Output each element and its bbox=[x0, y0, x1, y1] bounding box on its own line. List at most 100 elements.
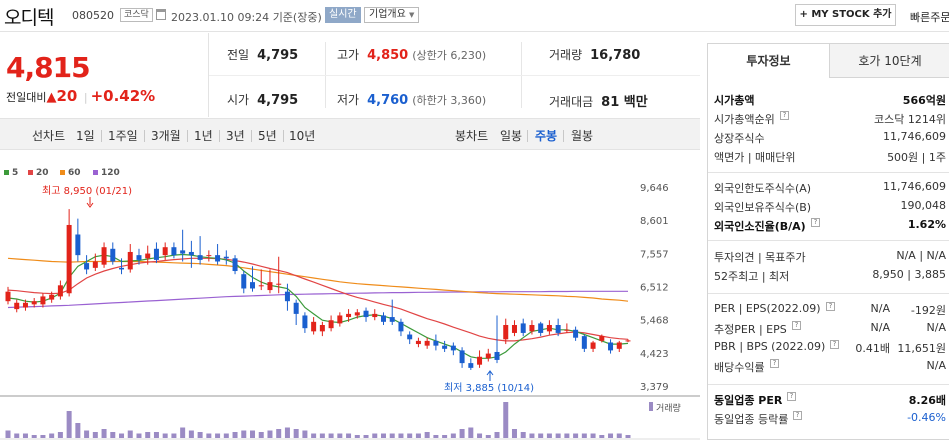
candle bbox=[599, 336, 605, 341]
info-label: 동일업종 PER bbox=[714, 394, 783, 407]
candle bbox=[101, 247, 107, 265]
candle-chart-label: 봉차트 bbox=[455, 129, 489, 143]
change-value: 20 bbox=[56, 87, 78, 105]
info-value: N/A bbox=[870, 321, 890, 334]
date-basis: 2023.01.10 09:24 기준(장중) bbox=[171, 11, 322, 24]
volume-bar bbox=[92, 432, 98, 438]
help-icon[interactable]: ? bbox=[830, 340, 839, 349]
candle bbox=[555, 325, 561, 333]
period-1d-tab[interactable]: 1일 bbox=[76, 129, 95, 143]
help-icon[interactable]: ? bbox=[770, 359, 779, 368]
price-change: 전일대비▲20 | +0.42% bbox=[6, 87, 156, 105]
volume-bar bbox=[485, 435, 491, 438]
market-badge: 코스닥 bbox=[120, 8, 153, 22]
volume-bar bbox=[503, 402, 509, 438]
weekly-candle-chart[interactable]: 9,646 8,601 7,557 6,512 5,468 4,423 3,379 최고 8… bbox=[0, 150, 700, 440]
volume-bar bbox=[31, 435, 37, 438]
candle bbox=[442, 345, 448, 349]
candle-week-tab[interactable]: 주봉 bbox=[535, 129, 558, 143]
candle bbox=[616, 342, 622, 349]
help-icon[interactable]: ? bbox=[826, 302, 835, 311]
help-icon[interactable]: ? bbox=[780, 111, 789, 120]
info-label: 투자의견 | 목표주가 bbox=[714, 251, 806, 264]
info-value: 500원 | 1주 bbox=[887, 151, 946, 164]
help-icon[interactable]: ? bbox=[811, 218, 820, 227]
candle bbox=[188, 251, 194, 256]
candle bbox=[573, 329, 579, 338]
ma60-legend: 60 bbox=[60, 168, 81, 178]
volume-bar bbox=[188, 430, 194, 438]
volume-bar bbox=[546, 433, 552, 438]
ma120-line bbox=[7, 290, 628, 309]
period-10y-tab[interactable]: 10년 bbox=[289, 129, 316, 143]
candle bbox=[380, 315, 386, 322]
volume-bar bbox=[424, 432, 430, 438]
help-icon[interactable]: ? bbox=[793, 411, 802, 420]
candle bbox=[546, 325, 552, 332]
trade-amount: 거래대금 81 백만 bbox=[549, 95, 648, 110]
volume-bar bbox=[153, 432, 159, 438]
volume-bar bbox=[468, 427, 474, 438]
volume-bar bbox=[450, 433, 456, 438]
quick-order-link[interactable]: 빠른주문 bbox=[910, 11, 949, 24]
y-tick-label: 4,423 bbox=[640, 349, 669, 360]
candle bbox=[354, 312, 360, 316]
volume-bar bbox=[599, 435, 605, 438]
volume-bar bbox=[145, 432, 151, 438]
candle bbox=[494, 351, 500, 360]
candle bbox=[136, 255, 142, 260]
candle bbox=[119, 267, 125, 270]
volume-bar bbox=[49, 433, 55, 438]
divider bbox=[708, 172, 949, 173]
info-value: N/A bbox=[926, 359, 946, 372]
current-price: 4,815 bbox=[6, 51, 91, 84]
stock-code: 080520 bbox=[72, 9, 114, 22]
high-annotation: 최고 8,950 (01/21) bbox=[42, 185, 132, 197]
ma20-line bbox=[7, 257, 629, 342]
volume-bar bbox=[354, 435, 360, 438]
volume-bar bbox=[101, 429, 107, 438]
my-stock-add-button[interactable]: + MY STOCK 추가 bbox=[795, 4, 896, 26]
volume-bar bbox=[459, 429, 465, 438]
candle-month-tab[interactable]: 월봉 bbox=[571, 129, 594, 143]
volume-bar bbox=[555, 433, 561, 438]
volume-bar bbox=[363, 435, 369, 438]
period-5y-tab[interactable]: 5년 bbox=[258, 129, 277, 143]
period-1w-tab[interactable]: 1주일 bbox=[108, 129, 138, 143]
candle bbox=[337, 315, 343, 324]
candle bbox=[92, 261, 98, 268]
volume-bar bbox=[573, 433, 579, 438]
help-icon[interactable]: ? bbox=[787, 392, 796, 401]
prev-close: 전일 4,795 bbox=[227, 48, 299, 63]
period-3m-tab[interactable]: 3개월 bbox=[151, 129, 181, 143]
volume-bar bbox=[302, 430, 308, 438]
realtime-button[interactable]: 실시간 bbox=[325, 7, 361, 23]
volume-bar bbox=[66, 411, 72, 438]
ma20-legend: 20 bbox=[28, 168, 49, 178]
candle bbox=[22, 302, 28, 308]
period-3y-tab[interactable]: 3년 bbox=[226, 129, 245, 143]
help-icon[interactable]: ? bbox=[792, 321, 801, 330]
volume-bar bbox=[57, 432, 63, 438]
volume-bar bbox=[162, 433, 168, 438]
up-triangle-icon: ▲ bbox=[46, 90, 57, 105]
tab-orderbook[interactable]: 호가 10단계 bbox=[829, 44, 949, 78]
info-row: 52주최고 | 최저 8,950 | 3,885 bbox=[714, 268, 946, 286]
period-1y-tab[interactable]: 1년 bbox=[194, 129, 213, 143]
volume-bar bbox=[407, 433, 413, 438]
ma120-legend: 120 bbox=[93, 168, 120, 178]
candle bbox=[485, 353, 491, 359]
company-info-button[interactable]: 기업개요 ▼ bbox=[364, 7, 420, 23]
tab-investment-info[interactable]: 투자정보 bbox=[708, 44, 829, 78]
volume-bar bbox=[319, 433, 325, 438]
info-row: PBR | BPS (2022.09)? 0.41배 11,651원 bbox=[714, 340, 946, 358]
volume-bar bbox=[127, 430, 133, 438]
info-value: 8.26배 bbox=[908, 394, 946, 407]
candle-day-tab[interactable]: 일봉 bbox=[500, 129, 523, 143]
ma5-line bbox=[7, 253, 629, 359]
change-rate: +0.42% bbox=[90, 87, 156, 105]
volume-bar bbox=[258, 432, 264, 438]
info-label: 외국인한도주식수(A) bbox=[714, 182, 812, 195]
low-annotation: 최저 3,885 (10/14) bbox=[444, 382, 534, 394]
candle bbox=[319, 325, 325, 332]
